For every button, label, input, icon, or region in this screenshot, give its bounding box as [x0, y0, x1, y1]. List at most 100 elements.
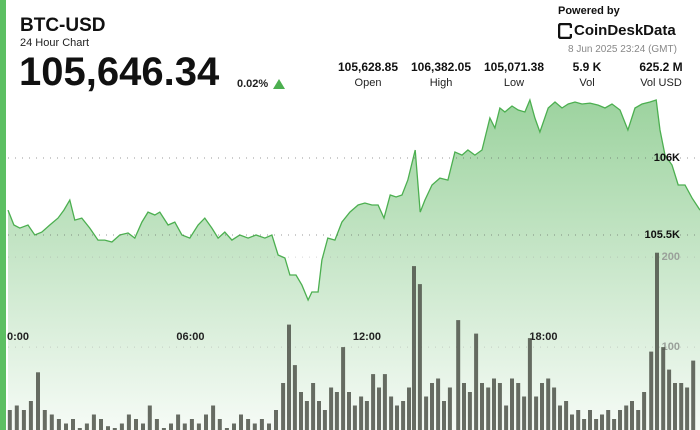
- stat-label: Vol: [579, 77, 595, 89]
- volume-bar: [588, 410, 592, 430]
- volume-bar: [317, 401, 321, 430]
- volume-bar: [424, 396, 429, 430]
- volume-bar: [527, 338, 532, 430]
- volume-bar: [274, 410, 278, 430]
- volume-bar: [126, 414, 131, 430]
- volume-bar: [352, 405, 357, 430]
- volume-bar: [570, 414, 574, 430]
- volume-bar: [486, 387, 491, 430]
- volume-bar: [196, 423, 201, 430]
- volume-bar: [49, 414, 54, 430]
- volume-bar: [232, 423, 236, 430]
- volume-bar: [522, 396, 527, 430]
- volume-bar: [636, 410, 641, 430]
- stat-label: Low: [503, 77, 525, 89]
- volume-bar: [612, 419, 617, 430]
- volume-bar: [161, 428, 166, 430]
- volume-bar: [371, 374, 376, 430]
- timestamp: 8 Jun 2025 23:24 (GMT): [568, 44, 677, 55]
- volume-bar: [462, 383, 466, 430]
- volume-bar: [456, 320, 461, 430]
- volume-bar: [377, 387, 381, 430]
- volume-bar: [642, 392, 647, 430]
- volume-bar: [504, 405, 509, 430]
- volume-bar: [618, 410, 622, 430]
- brand-logo: [558, 23, 572, 39]
- volume-bar: [667, 369, 672, 430]
- up-arrow: [273, 79, 285, 89]
- volume-bar: [14, 405, 19, 430]
- accent-stripe: [0, 0, 6, 430]
- volume-bar: [382, 374, 387, 430]
- volume-bar: [582, 419, 587, 430]
- x-tick-label: 18:00: [529, 331, 557, 343]
- price-line: [7, 98, 700, 302]
- volume-bar: [407, 387, 411, 430]
- volume-bar: [267, 423, 271, 430]
- volume-bar: [576, 410, 581, 430]
- volume-bar: [224, 428, 229, 430]
- volume-bar: [91, 414, 96, 430]
- volume-bar: [28, 401, 33, 430]
- stat-value: 105,628.85: [337, 60, 399, 74]
- stat-label: Open: [354, 77, 382, 89]
- stat: 5.9 K Vol: [547, 60, 627, 89]
- powered-by: Powered by: [558, 5, 620, 17]
- volume-bar: [217, 419, 222, 430]
- volume-bar: [347, 392, 351, 430]
- volume-bar: [299, 392, 303, 430]
- stat-label: High: [429, 77, 453, 89]
- volume-bar: [679, 383, 684, 430]
- volume-bar: [624, 405, 629, 430]
- volume-bar: [417, 284, 422, 430]
- y2-tick-label: 200: [662, 251, 680, 263]
- volume-bar: [655, 252, 659, 430]
- volume-bar: [182, 423, 187, 430]
- volume-bar: [77, 428, 82, 430]
- volume-bar: [401, 401, 406, 430]
- price: 105,646.34: [19, 50, 220, 94]
- volume-bar: [329, 387, 334, 430]
- x-tick-label: 06:00: [176, 331, 204, 343]
- volume-bar: [141, 423, 145, 430]
- volume-bar: [204, 414, 208, 430]
- volume-bar: [649, 351, 654, 430]
- stat: 106,382.05 High: [401, 60, 481, 89]
- stat-value: 625.2 M: [639, 60, 683, 74]
- volume-bar: [447, 387, 452, 430]
- volume-bar: [334, 392, 339, 430]
- volume-bar: [112, 428, 117, 430]
- volume-bar: [691, 360, 696, 430]
- volume-bar: [99, 419, 103, 430]
- volume-bar: [84, 423, 89, 430]
- volume-bar: [189, 419, 194, 430]
- volume-bar: [564, 401, 569, 430]
- volume-bar: [412, 266, 416, 430]
- volume-bar: [176, 414, 181, 430]
- volume-bar: [169, 423, 173, 430]
- volume-bar: [281, 383, 286, 430]
- volume-bar: [389, 396, 394, 430]
- stat: 105,071.38 Low: [474, 60, 554, 89]
- volume-bar: [259, 419, 264, 430]
- volume-bar: [359, 396, 364, 430]
- volume-bar: [467, 392, 472, 430]
- volume-bar: [287, 324, 291, 430]
- volume-bar: [364, 401, 369, 430]
- volume-bar: [430, 383, 434, 430]
- stat-value: 5.9 K: [572, 60, 602, 74]
- volume-bar: [7, 410, 12, 430]
- volume-bar: [246, 419, 251, 430]
- y-tick-label: 105.5K: [645, 229, 681, 241]
- volume-bar: [497, 383, 502, 430]
- volume-bar: [106, 426, 110, 430]
- volume-bar: [540, 383, 544, 430]
- volume-bar: [594, 419, 599, 430]
- volume-bar: [56, 419, 61, 430]
- volume-bar: [311, 383, 316, 430]
- stat-value: 105,071.38: [483, 60, 545, 74]
- y-tick-label: 106K: [654, 152, 680, 164]
- volume-bar: [673, 383, 677, 430]
- volume-bar: [304, 401, 309, 430]
